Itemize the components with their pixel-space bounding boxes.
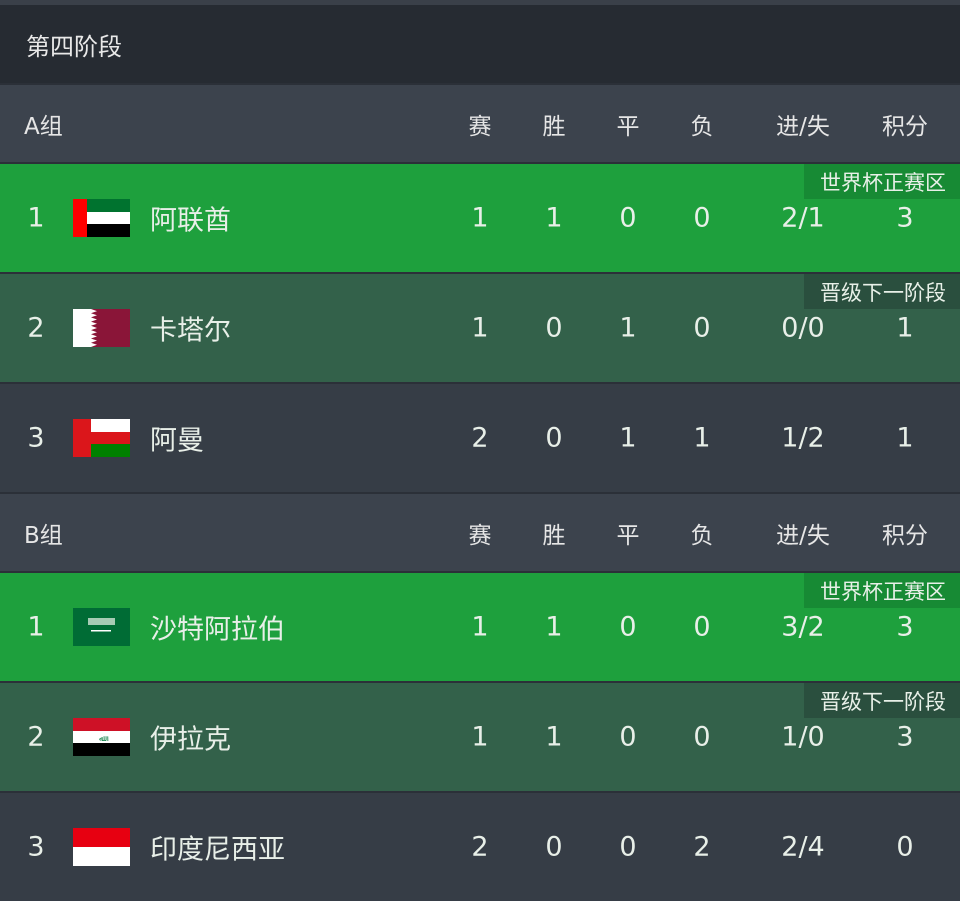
status-badge: 晋级下一阶段 <box>804 683 960 718</box>
stat-cell: 1 <box>471 312 489 344</box>
team-name: 卡塔尔 <box>150 315 231 347</box>
team-row[interactable]: 3 印度尼西亚 2 0 0 2 2/4 0 <box>0 793 960 901</box>
stat-cell: 2/1 <box>781 202 825 234</box>
team-name: 阿联酋 <box>150 205 231 237</box>
rank: 3 <box>27 831 45 863</box>
stat-cell: 1 <box>619 422 637 454</box>
rank: 3 <box>27 422 45 454</box>
stat-cell: 1 <box>619 312 637 344</box>
rank: 2 <box>27 721 45 753</box>
stat-cell: 2 <box>693 831 711 863</box>
stat-cell: 3/2 <box>781 611 825 643</box>
stat-cell: 2 <box>471 831 489 863</box>
status-badge: 世界杯正赛区 <box>804 573 960 608</box>
stat-cell: 0 <box>693 611 711 643</box>
stat-cell: 0 <box>693 721 711 753</box>
standings: A组赛胜平负进/失 积分 1 阿联酋 世界杯正赛区 1 1 0 0 2/1 3 2 卡塔尔 晋级下… <box>0 85 960 901</box>
stat-cell: 0 <box>545 831 563 863</box>
group-header: A组 赛 胜 平 负 进/失 积分 <box>0 85 960 162</box>
column-header: 进/失 <box>776 522 830 549</box>
column-header: 赛 <box>468 113 492 140</box>
iraq-flag-icon: ﷲ <box>73 718 130 756</box>
column-header: 赛 <box>468 522 492 549</box>
stat-cell: 1 <box>545 721 563 753</box>
stat-cell: 1 <box>693 422 711 454</box>
team-name: 印度尼西亚 <box>150 834 285 866</box>
rank: 1 <box>27 611 45 643</box>
stat-cell: 1 <box>545 611 563 643</box>
column-header: 积分 <box>882 113 928 140</box>
stat-cell: 0 <box>693 202 711 234</box>
stat-cell: 1 <box>471 611 489 643</box>
column-header: 负 <box>690 113 714 140</box>
team-row[interactable]: 2 ﷲ 伊拉克 晋级下一阶段 1 1 0 0 1/0 3 <box>0 683 960 791</box>
column-header: 积分 <box>882 522 928 549</box>
stat-cell: 1/0 <box>781 721 825 753</box>
qatar-flag-icon <box>73 309 130 347</box>
team-row[interactable]: 3 阿曼 2 0 1 1 1/2 1 <box>0 384 960 492</box>
stat-cell: 1 <box>471 202 489 234</box>
stat-cell: 3 <box>896 721 914 753</box>
team-name: 伊拉克 <box>150 724 231 756</box>
team-row[interactable]: 1 沙特阿拉伯 世界杯正赛区 1 1 0 0 3/2 3 <box>0 573 960 681</box>
column-header: 胜 <box>542 113 566 140</box>
stat-cell: 1/2 <box>781 422 825 454</box>
group-header: B组 赛 胜 平 负 进/失 积分 <box>0 494 960 571</box>
status-badge: 世界杯正赛区 <box>804 164 960 199</box>
stage-title: 第四阶段 <box>0 5 960 83</box>
column-header: 平 <box>616 522 640 549</box>
column-header: 负 <box>690 522 714 549</box>
stat-cell: 0 <box>693 312 711 344</box>
top-strip <box>0 0 960 5</box>
rank: 1 <box>27 202 45 234</box>
stat-cell: 0/0 <box>781 312 825 344</box>
stat-cell: 2/4 <box>781 831 825 863</box>
group-name: A组 <box>24 113 63 140</box>
status-badge: 晋级下一阶段 <box>804 274 960 309</box>
stat-cell: 0 <box>619 721 637 753</box>
stat-cell: 0 <box>619 202 637 234</box>
stat-cell: 0 <box>619 831 637 863</box>
stat-cell: 1 <box>471 721 489 753</box>
indonesia-flag-icon <box>73 828 130 866</box>
stat-cell: 0 <box>896 831 914 863</box>
uae-flag-icon <box>73 199 130 237</box>
stat-cell: 2 <box>471 422 489 454</box>
column-header: 胜 <box>542 522 566 549</box>
column-header: 进/失 <box>776 113 830 140</box>
team-name: 沙特阿拉伯 <box>150 614 285 646</box>
saudi-flag-icon <box>73 608 130 646</box>
stat-cell: 0 <box>545 312 563 344</box>
rank: 2 <box>27 312 45 344</box>
stat-cell: 3 <box>896 202 914 234</box>
column-header: 平 <box>616 113 640 140</box>
team-row[interactable]: 1 阿联酋 世界杯正赛区 1 1 0 0 2/1 3 <box>0 164 960 272</box>
team-name: 阿曼 <box>150 425 204 457</box>
stat-cell: 1 <box>896 422 914 454</box>
group-name: B组 <box>24 522 63 549</box>
team-row[interactable]: 2 卡塔尔 晋级下一阶段 1 0 1 0 0/0 1 <box>0 274 960 382</box>
stat-cell: 1 <box>545 202 563 234</box>
stat-cell: 0 <box>545 422 563 454</box>
oman-flag-icon <box>73 419 130 457</box>
stat-cell: 0 <box>619 611 637 643</box>
stat-cell: 1 <box>896 312 914 344</box>
stat-cell: 3 <box>896 611 914 643</box>
